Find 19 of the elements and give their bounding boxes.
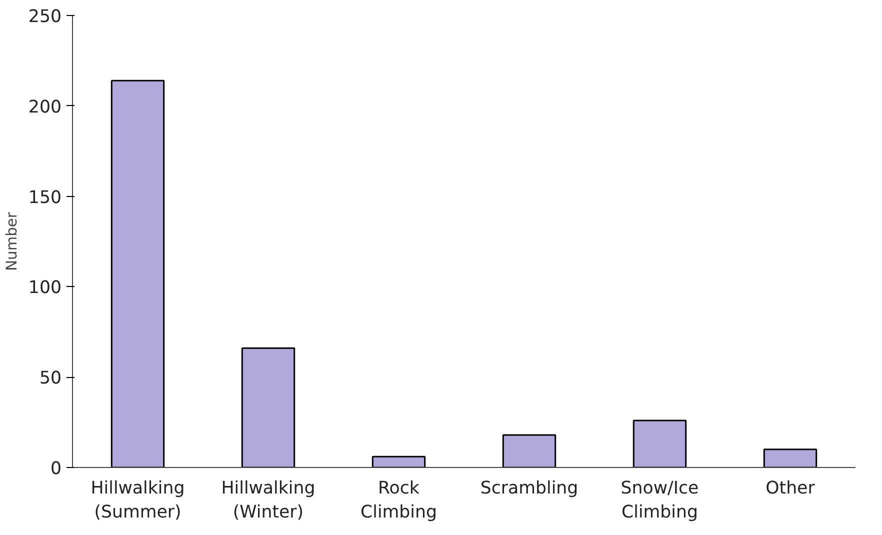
x-tick-label: Rock Climbing bbox=[360, 478, 437, 522]
x-tick-label: Snow/Ice Climbing bbox=[620, 478, 699, 522]
x-tick-label: Hillwalking (Winter) bbox=[221, 478, 316, 522]
bar bbox=[763, 448, 818, 468]
bar bbox=[241, 347, 296, 468]
x-tick-label: Hillwalking (Summer) bbox=[90, 478, 185, 522]
y-tick-label: 150 bbox=[28, 188, 62, 208]
bar bbox=[110, 80, 165, 468]
y-tick-label: 100 bbox=[28, 278, 62, 298]
y-tick-label: 200 bbox=[28, 97, 62, 118]
y-tick-label: 250 bbox=[28, 7, 62, 27]
bar bbox=[372, 456, 426, 468]
x-tick-label: Other bbox=[766, 478, 816, 498]
bar bbox=[632, 420, 687, 468]
y-tick-label: 0 bbox=[50, 459, 62, 479]
y-tick-label: 50 bbox=[39, 368, 62, 389]
bar bbox=[502, 434, 556, 468]
x-tick-label: Scrambling bbox=[480, 478, 578, 498]
y-axis-title: Number bbox=[3, 211, 20, 271]
